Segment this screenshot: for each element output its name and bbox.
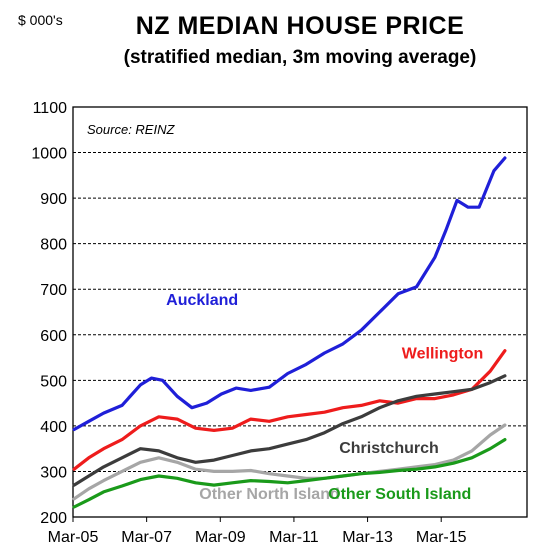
chart-subtitle: (stratified median, 3m moving average) (123, 47, 477, 68)
series-label-auckland: Auckland (166, 292, 238, 309)
x-tick-label: Mar-05 (48, 529, 99, 546)
y-tick-label: 900 (40, 191, 67, 208)
chart-title: NZ MEDIAN HOUSE PRICE (135, 12, 465, 40)
series-line-auckland (72, 156, 507, 432)
series-label-other-north-island: Other North Island (199, 486, 339, 503)
y-axis-unit-label: $ 000's (18, 12, 63, 28)
y-tick-label: 700 (40, 282, 67, 299)
x-tick-label: Mar-07 (121, 529, 172, 546)
series-label-wellington: Wellington (402, 345, 483, 362)
series-label-other-south-island: Other South Island (328, 486, 471, 503)
y-tick-label: 600 (40, 328, 67, 345)
plot-frame (72, 106, 528, 518)
y-tick-label: 1000 (31, 146, 67, 163)
source-note: Source: REINZ (87, 122, 175, 137)
y-tick-label: 1100 (33, 100, 68, 117)
series-line-other-south-island (72, 438, 507, 509)
series-line-christchurch (72, 374, 507, 487)
y-tick-label: 300 (40, 464, 67, 481)
series-line-wellington (72, 349, 507, 471)
series-annotations: Auckland Wellington Christchurch Other Nort… (166, 292, 483, 503)
x-tick-label: Mar-15 (416, 529, 467, 546)
x-tick-label: Mar-11 (269, 529, 319, 546)
y-axis-ticks: 200 300 400 500 600 700 800 900 1000 1100 (31, 100, 67, 527)
series-label-christchurch: Christchurch (339, 440, 439, 457)
gridlines (73, 152, 527, 472)
y-tick-label: 800 (40, 237, 67, 254)
x-axis-ticks: Mar-05 Mar-07 Mar-09 Mar-11 Mar-13 Mar-15 (48, 517, 467, 546)
x-tick-label: Mar-13 (342, 529, 393, 546)
series-lines (72, 156, 507, 509)
y-tick-label: 200 (40, 510, 67, 527)
x-tick-label: Mar-09 (195, 529, 246, 546)
y-tick-label: 400 (40, 419, 67, 436)
series-line-other-north-island (72, 423, 507, 501)
y-tick-label: 500 (40, 373, 67, 390)
